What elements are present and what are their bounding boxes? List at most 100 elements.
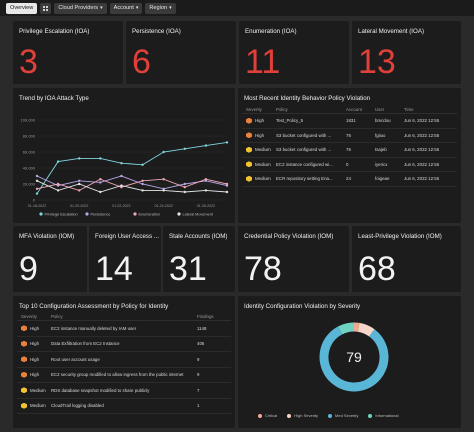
- data-point[interactable]: [35, 174, 39, 178]
- data-point[interactable]: [183, 190, 186, 194]
- time-cell: Jun 6, 2022 12:55: [404, 161, 440, 167]
- ioa-card-enumeration[interactable]: Enumeration (IOA) 11: [239, 21, 349, 84]
- data-point[interactable]: [141, 189, 144, 192]
- data-point[interactable]: [35, 179, 39, 182]
- table-row[interactable]: Medium S3 bucket configured with ... 76 tsa…: [242, 143, 457, 158]
- data-point[interactable]: [78, 182, 81, 186]
- policy-link[interactable]: EC2 instance manually deleted by IAM use…: [51, 325, 137, 331]
- data-point[interactable]: [56, 182, 60, 186]
- account-dropdown[interactable]: Account ▾: [109, 2, 143, 14]
- data-point[interactable]: [99, 157, 102, 160]
- data-point[interactable]: [56, 189, 60, 192]
- data-point[interactable]: [162, 178, 165, 181]
- col-policy: Policy: [51, 314, 63, 319]
- table-title: Most Recent Identity Behavior Policy Vio…: [244, 95, 371, 102]
- donut-slice[interactable]: [338, 322, 355, 335]
- series-line[interactable]: [36, 178, 228, 191]
- data-point[interactable]: [204, 144, 208, 147]
- data-point[interactable]: [99, 190, 102, 194]
- data-point[interactable]: [183, 186, 186, 189]
- policy-link[interactable]: S3 bucket configured with ...: [276, 132, 332, 138]
- severity-label: Medium: [255, 176, 271, 182]
- policy-link[interactable]: Data Exfiltration from EC2 Instance: [51, 341, 120, 347]
- policy-link[interactable]: S3 bucket configured with ...: [276, 147, 332, 153]
- card-title: Enumeration (IOA): [245, 28, 297, 35]
- donut-slice[interactable]: [319, 326, 389, 392]
- policy-link[interactable]: ECR repository setting Ena...: [276, 176, 333, 182]
- policy-link[interactable]: EC2 security group modified to allow ing…: [51, 372, 184, 378]
- legend-item: Med Severity: [328, 413, 358, 418]
- overview-tab[interactable]: Overview: [6, 2, 38, 14]
- data-point[interactable]: [162, 189, 165, 192]
- policy-link[interactable]: EC2 instance configured wi...: [276, 161, 333, 167]
- cloud-providers-dropdown[interactable]: Cloud Providers ▾: [54, 2, 107, 14]
- legend-label: Persistence: [91, 213, 111, 217]
- table-row[interactable]: High Root user account usage 9: [17, 352, 231, 368]
- table-row[interactable]: Medium CloudTrail logging disabled 1: [17, 399, 231, 414]
- data-point[interactable]: [78, 157, 81, 160]
- data-point[interactable]: [35, 192, 39, 195]
- card-title: Foreign User Access ...: [95, 233, 159, 240]
- region-dropdown[interactable]: Region ▾: [145, 2, 176, 14]
- iom-card-foreign-user[interactable]: Foreign User Access ... 14: [89, 226, 161, 292]
- ioa-card-persistence[interactable]: Persistence (IOA) 6: [126, 21, 236, 84]
- data-point[interactable]: [99, 181, 102, 184]
- table-row[interactable]: High EC2 security group modified to allow…: [17, 368, 231, 383]
- donut-slice[interactable]: [357, 322, 375, 337]
- data-point[interactable]: [120, 184, 123, 187]
- data-point[interactable]: [225, 141, 229, 144]
- table-row[interactable]: High EC2 instance manually deleted by IAM…: [17, 321, 231, 337]
- severity-hex-icon: [246, 175, 252, 182]
- data-point[interactable]: [204, 178, 208, 181]
- table-row[interactable]: High Data Exfiltration from EC2 Instance 4…: [17, 337, 231, 352]
- legend-item: High Severity: [287, 413, 318, 418]
- x-tick-label: 01-22-2022: [112, 204, 130, 208]
- iom-card-stale-accounts[interactable]: Stale Accounts (IOM) 31: [163, 226, 235, 292]
- data-point[interactable]: [141, 163, 144, 166]
- col-account: Account: [346, 107, 362, 112]
- iom-card-least-privilege[interactable]: Least-Privilege Violation (IOM) 68: [352, 226, 461, 292]
- iom-card-credential-policy[interactable]: Credential Policy Violation (IOM) 78: [238, 226, 349, 292]
- data-point[interactable]: [141, 182, 144, 186]
- data-point[interactable]: [183, 182, 186, 186]
- data-point[interactable]: [99, 178, 102, 181]
- table-row[interactable]: Medium RDS database snapshot modified to …: [17, 383, 231, 399]
- series-line[interactable]: [36, 141, 228, 194]
- data-point[interactable]: [35, 187, 39, 190]
- data-point[interactable]: [78, 189, 81, 192]
- policy-link[interactable]: RDS database snapshot modified to share …: [51, 387, 150, 393]
- table-row[interactable]: High S3 bucket configured with ... 76 fgiiu…: [242, 129, 457, 143]
- y-tick-label: 0: [33, 198, 36, 203]
- ioa-card-lateral-movement[interactable]: Lateral Movement (IOA) 13: [352, 21, 461, 84]
- grid-icon[interactable]: [40, 2, 52, 14]
- ioa-card-privilege-escalation[interactable]: Privilege Escalation (IOA) 3: [13, 21, 123, 84]
- table-row[interactable]: Medium ECR repository setting Ena... 24 foi…: [242, 172, 457, 187]
- data-point[interactable]: [225, 182, 229, 186]
- table-title: Top 10 Configuration Assessment by Polic…: [19, 303, 169, 310]
- data-point[interactable]: [183, 147, 186, 150]
- data-point[interactable]: [56, 160, 60, 163]
- iom-card-mfa[interactable]: MFA Violation (IOM) 9: [13, 226, 87, 292]
- legend-label: Med Severity: [335, 413, 359, 418]
- data-point[interactable]: [141, 179, 144, 182]
- table-row[interactable]: High Test_Policy_5 1831 bmcdou Jun 6, 2022 1…: [242, 114, 457, 129]
- data-point[interactable]: [162, 150, 165, 154]
- data-point[interactable]: [120, 162, 123, 165]
- data-point[interactable]: [204, 189, 208, 192]
- table-row[interactable]: Medium EC2 instance configured wi... 0 iyer…: [242, 158, 457, 172]
- severity-label: Medium: [30, 387, 46, 393]
- time-cell: Jun 6, 2022 12:55: [404, 118, 440, 124]
- data-point[interactable]: [225, 190, 229, 194]
- series-line[interactable]: [36, 180, 228, 193]
- severity-cell: High: [17, 356, 51, 363]
- card-title: Least-Privilege Violation (IOM): [358, 233, 442, 240]
- legend-swatch: [177, 212, 181, 216]
- data-point[interactable]: [78, 179, 81, 182]
- series-line[interactable]: [36, 175, 228, 190]
- data-point[interactable]: [120, 174, 123, 178]
- y-tick-label: 60,000: [23, 150, 36, 155]
- account-cell: 1831: [346, 118, 356, 124]
- severity-cell: High: [17, 340, 51, 347]
- card-value: 68: [358, 250, 396, 288]
- card-value: 31: [169, 250, 207, 288]
